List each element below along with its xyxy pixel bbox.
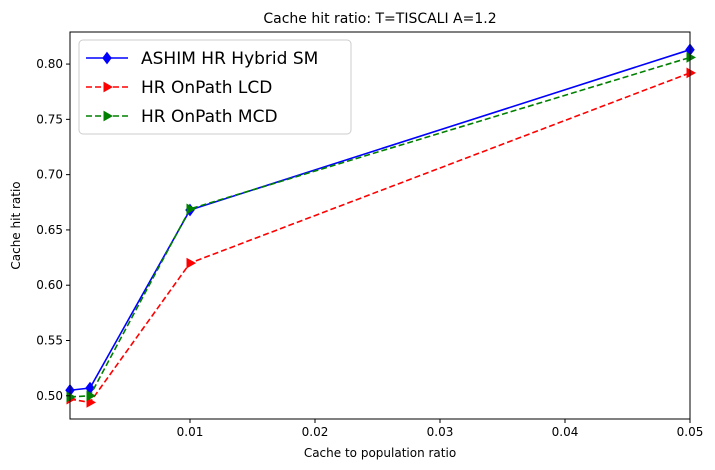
data-point <box>66 391 77 403</box>
plot-frame <box>69 31 691 420</box>
legend: ASHIM HR Hybrid SM HR OnPath LCD HR OnPath… <box>78 39 352 135</box>
x-tick-label: 0.02 <box>302 425 329 439</box>
y-tick-label: 0.70 <box>36 168 63 182</box>
data-point <box>86 397 97 408</box>
data-point <box>186 203 197 215</box>
legend-box <box>78 39 352 135</box>
legend-label: ASHIM HR Hybrid SM <box>141 49 318 69</box>
x-tick-label: 0.05 <box>677 425 704 439</box>
legend-marker <box>103 81 114 93</box>
legend-label: HR OnPath LCD <box>141 78 272 98</box>
data-point <box>186 257 197 269</box>
x-tick-label: 0.04 <box>552 425 579 439</box>
data-point <box>686 67 697 79</box>
data-point <box>86 390 97 402</box>
y-tick-label: 0.50 <box>36 389 63 403</box>
legend-marker <box>102 51 112 65</box>
legend-item: HR OnPath MCD <box>86 107 278 127</box>
series-line <box>69 56 691 398</box>
y-axis-ticks: 0.50 0.55 0.60 0.65 0.70 0.75 0.80 <box>36 57 70 403</box>
x-tick-label: 0.01 <box>177 425 204 439</box>
legend-item: HR OnPath LCD <box>86 78 272 98</box>
series-layer <box>65 43 697 408</box>
legend-label: HR OnPath MCD <box>141 107 278 127</box>
series-line <box>69 48 691 392</box>
data-point <box>686 52 697 63</box>
legend-marker <box>103 110 114 122</box>
y-tick-label: 0.55 <box>36 333 63 347</box>
y-tick-label: 0.80 <box>36 57 63 71</box>
series-3 <box>66 52 697 403</box>
y-axis-label: Cache hit ratio <box>9 181 23 269</box>
y-tick-label: 0.65 <box>36 223 63 237</box>
x-axis-ticks: 0.01 0.02 0.03 0.04 0.05 <box>177 419 704 439</box>
x-axis-label: Cache to population ratio <box>304 446 456 460</box>
y-tick-label: 0.60 <box>36 278 63 292</box>
y-tick-label: 0.75 <box>36 112 63 126</box>
x-tick-label: 0.03 <box>427 425 454 439</box>
legend-item: ASHIM HR Hybrid SM <box>86 49 318 69</box>
series-line <box>69 72 691 404</box>
chart-title: Cache hit ratio: T=TISCALI A=1.2 <box>263 11 496 27</box>
